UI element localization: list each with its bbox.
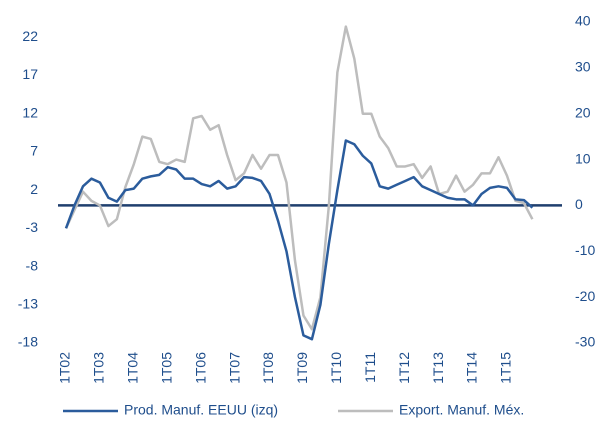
x-tick-label: 1T10 <box>328 352 344 384</box>
x-tick-label: 1T06 <box>192 352 208 384</box>
y-tick-label: 12 <box>22 104 38 120</box>
x-tick-label: 1T07 <box>226 352 242 384</box>
y-tick-label: -18 <box>18 334 38 350</box>
x-tick-label: 1T04 <box>125 352 141 384</box>
y-tick-label: 22 <box>22 28 38 44</box>
x-tick-label: 1T05 <box>158 352 174 384</box>
y2-tick-label: 20 <box>575 104 591 120</box>
line <box>64 139 534 341</box>
y-tick-label: 2 <box>30 181 38 197</box>
x-tick-label: 1T13 <box>430 352 446 384</box>
x-tick-label: 1T12 <box>396 352 412 384</box>
line <box>64 25 534 331</box>
y-tick-label: -8 <box>26 257 39 273</box>
y2-tick-label: 0 <box>575 196 583 212</box>
y-tick-label: 17 <box>22 66 38 82</box>
legend-label: Prod. Manuf. EEUU (izq) <box>124 402 278 418</box>
x-tick-label: 1T15 <box>498 352 514 384</box>
y-tick-label: -13 <box>18 295 38 311</box>
legend-label: Export. Manuf. Méx. <box>399 402 524 418</box>
x-tick-label: 1T09 <box>294 352 310 384</box>
y2-tick-label: -20 <box>575 288 595 304</box>
y-tick-label: 7 <box>30 143 38 159</box>
y2-tick-label: 40 <box>575 13 591 29</box>
y2-tick-label: 30 <box>575 59 591 75</box>
x-tick-label: 1T02 <box>57 352 73 384</box>
x-tick-label: 1T11 <box>362 352 378 383</box>
x-tick-label: 1T14 <box>464 352 480 384</box>
y2-tick-label: -10 <box>575 242 595 258</box>
y2-tick-label: 10 <box>575 150 591 166</box>
x-tick-label: 1T03 <box>91 352 107 384</box>
y2-tick-label: -30 <box>575 334 595 350</box>
y-tick-label: -3 <box>26 219 39 235</box>
x-tick-label: 1T08 <box>260 352 276 384</box>
